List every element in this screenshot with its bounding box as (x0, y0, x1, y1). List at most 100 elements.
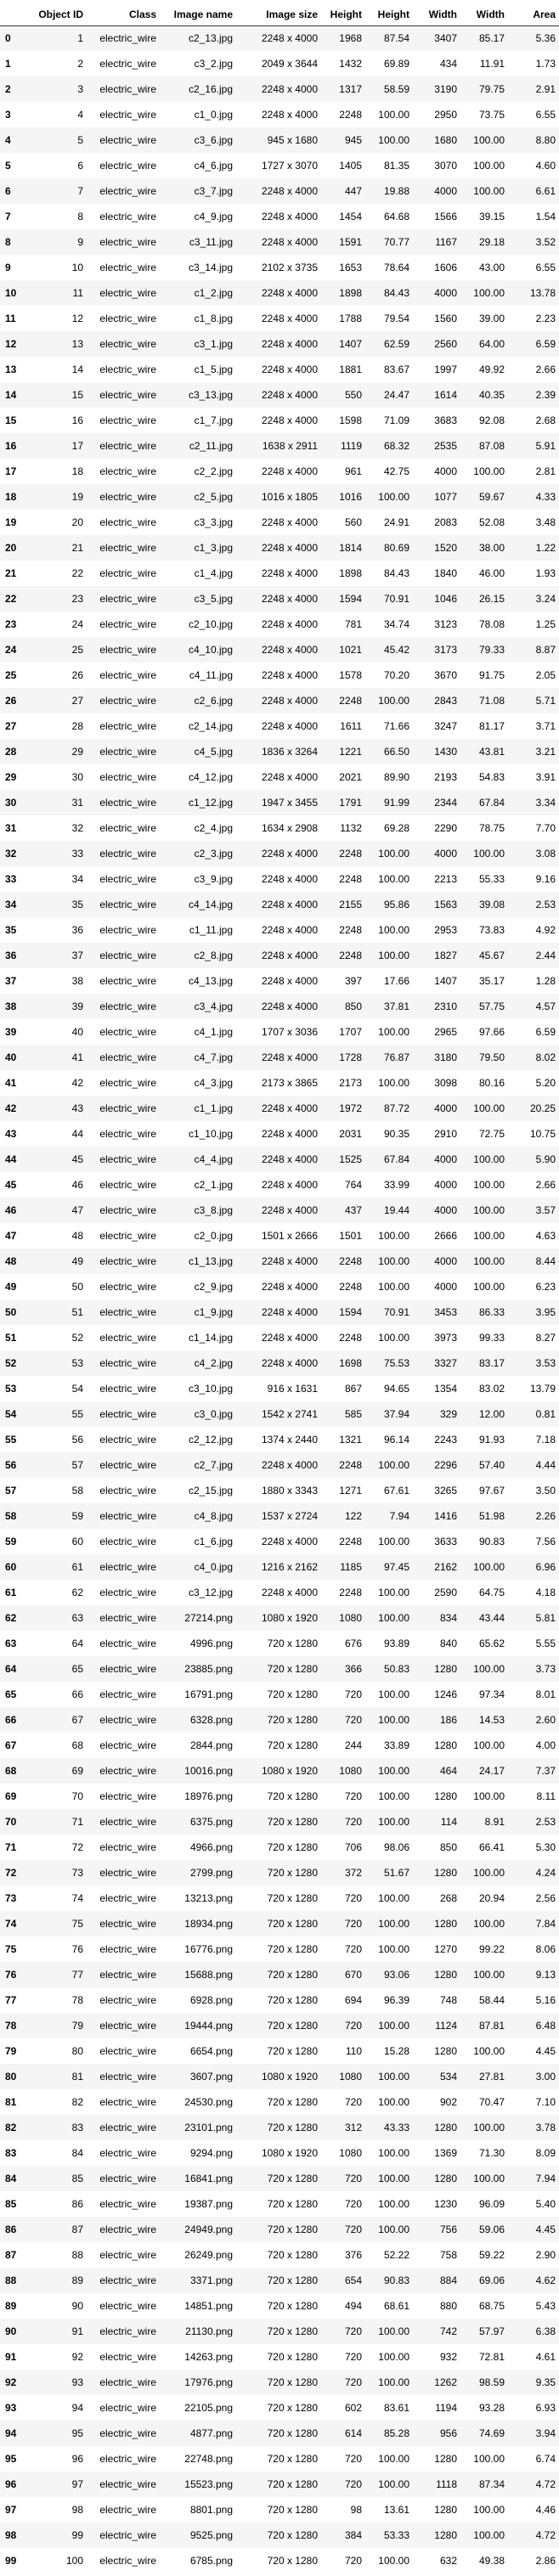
cell-height-pct: 100.00 (378, 1459, 409, 1471)
cell-height-pct: 100.00 (378, 2173, 409, 2184)
cell-height-px: 244 (344, 1739, 362, 1751)
cell-height-pct: 68.61 (383, 2300, 409, 2312)
table-row: 99 100 electric_wire 6785.png 720 x 1280 720 1… (0, 2548, 559, 2573)
cell-object-id: 18 (71, 465, 83, 477)
cell-area: 6.93 (535, 2402, 556, 2414)
cell-object-id: 32 (71, 822, 83, 834)
cell-image-name: c4_4.jpg (194, 1153, 233, 1165)
cell-area: 1.28 (535, 975, 556, 987)
cell-object-id: 28 (71, 720, 83, 732)
cell-object-id: 46 (71, 1179, 83, 1191)
table-row: 42 43 electric_wire c1_1.jpg 2248 x 4000 1972… (0, 1096, 559, 1121)
cell-height-pct: 90.35 (383, 1128, 409, 1140)
cell-height-px: 1591 (339, 236, 362, 248)
cell-width-px: 1416 (434, 1510, 457, 1522)
row-index: 61 (5, 1587, 17, 1598)
cell-width-px: 1520 (434, 542, 457, 554)
row-index: 84 (5, 2173, 17, 2184)
table-row: 36 37 electric_wire c2_8.jpg 2248 x 4000 2248… (0, 943, 559, 968)
cell-class: electric_wire (99, 695, 156, 707)
cell-height-px: 1132 (340, 822, 362, 834)
cell-object-id: 86 (71, 2198, 83, 2210)
cell-height-pct: 95.86 (383, 899, 409, 910)
cell-width-pct: 57.75 (478, 1001, 505, 1012)
cell-image-size: 2248 x 4000 (261, 1128, 318, 1140)
cell-class: electric_wire (99, 746, 156, 758)
row-index: 73 (5, 1892, 17, 1904)
cell-image-size: 720 x 1280 (267, 2555, 318, 2567)
cell-height-pct: 100.00 (378, 2376, 409, 2388)
cell-image-size: 720 x 1280 (267, 2300, 318, 2312)
cell-width-pct: 38.00 (478, 542, 505, 554)
cell-width-pct: 35.17 (478, 975, 505, 987)
cell-object-id: 40 (71, 1026, 83, 1038)
cell-object-id: 51 (71, 1306, 83, 1318)
cell-class: electric_wire (99, 1128, 156, 1140)
cell-height-px: 720 (344, 2478, 362, 2490)
cell-height-px: 2248 (339, 1281, 362, 1293)
row-index: 8 (5, 236, 11, 248)
cell-image-name: 3371.png (189, 2274, 233, 2286)
cell-height-pct: 15.28 (383, 2045, 409, 2057)
cell-area: 4.72 (535, 2529, 556, 2541)
table-row: 73 74 electric_wire 13213.png 720 x 1280 720 1… (0, 1885, 559, 1911)
cell-object-id: 13 (71, 338, 83, 350)
cell-class: electric_wire (99, 848, 156, 860)
cell-image-name: c3_2.jpg (194, 58, 233, 70)
cell-class: electric_wire (99, 1918, 156, 1930)
cell-height-pct: 53.33 (383, 2529, 409, 2541)
cell-class: electric_wire (99, 1383, 156, 1395)
table-row: 28 29 electric_wire c4_5.jpg 1836 x 3264 1221… (0, 739, 559, 764)
cell-width-pct: 49.38 (478, 2555, 505, 2567)
cell-image-size: 720 x 1280 (267, 2274, 318, 2286)
cell-area: 6.96 (535, 1561, 556, 1573)
cell-class: electric_wire (99, 2300, 156, 2312)
cell-image-size: 2248 x 4000 (261, 185, 318, 197)
cell-height-pct: 100.00 (378, 2071, 409, 2083)
cell-class: electric_wire (99, 2453, 156, 2465)
table-row: 85 86 electric_wire 19387.png 720 x 1280 720 1… (0, 2191, 559, 2217)
cell-object-id: 15 (71, 389, 83, 401)
cell-image-size: 720 x 1280 (267, 2529, 318, 2541)
cell-height-px: 720 (344, 1918, 362, 1930)
cell-class: electric_wire (99, 2020, 156, 2032)
cell-class: electric_wire (99, 2071, 156, 2083)
table-row: 51 52 electric_wire c1_14.jpg 2248 x 4000 224… (0, 1325, 559, 1350)
cell-width-px: 4000 (434, 465, 457, 477)
cell-height-px: 1317 (339, 83, 362, 95)
cell-height-pct: 100.00 (378, 873, 409, 885)
cell-area: 3.50 (535, 1485, 556, 1497)
table-row: 25 26 electric_wire c4_11.jpg 2248 x 4000 157… (0, 662, 559, 688)
cell-width-pct: 43.44 (478, 1612, 505, 1624)
cell-image-name: c2_7.jpg (194, 1459, 233, 1471)
row-index: 77 (5, 1994, 17, 2006)
table-row: 57 58 electric_wire c2_15.jpg 1880 x 3343 127… (0, 1478, 559, 1503)
cell-object-id: 70 (71, 1790, 83, 1802)
cell-image-name: 2799.png (189, 1867, 233, 1879)
cell-area: 7.37 (535, 1765, 556, 1777)
cell-image-name: c1_5.jpg (194, 364, 233, 375)
cell-class: electric_wire (99, 1255, 156, 1267)
cell-area: 20.25 (529, 1102, 556, 1114)
cell-image-name: 19444.png (184, 2020, 233, 2032)
cell-height-pct: 100.00 (378, 2325, 409, 2337)
cell-area: 3.94 (535, 2427, 556, 2439)
row-index: 13 (5, 364, 17, 375)
cell-image-name: 21130.png (185, 2325, 233, 2337)
cell-width-px: 880 (439, 2300, 457, 2312)
row-index: 85 (5, 2198, 17, 2210)
cell-height-pct: 100.00 (378, 1587, 409, 1598)
cell-height-pct: 100.00 (378, 1255, 409, 1267)
row-index: 25 (5, 669, 17, 681)
cell-image-name: c4_13.jpg (188, 975, 233, 987)
cell-area: 7.56 (535, 1536, 556, 1547)
cell-image-name: c3_13.jpg (188, 389, 233, 401)
cell-class: electric_wire (99, 491, 156, 503)
cell-image-size: 720 x 1280 (267, 1892, 318, 1904)
cell-height-px: 2155 (339, 899, 362, 910)
cell-height-pct: 100.00 (378, 2453, 409, 2465)
cell-image-size: 2248 x 4000 (261, 211, 318, 223)
cell-width-pct: 81.17 (478, 720, 505, 732)
cell-height-px: 1594 (339, 593, 362, 605)
cell-image-name: 4877.png (189, 2427, 233, 2439)
